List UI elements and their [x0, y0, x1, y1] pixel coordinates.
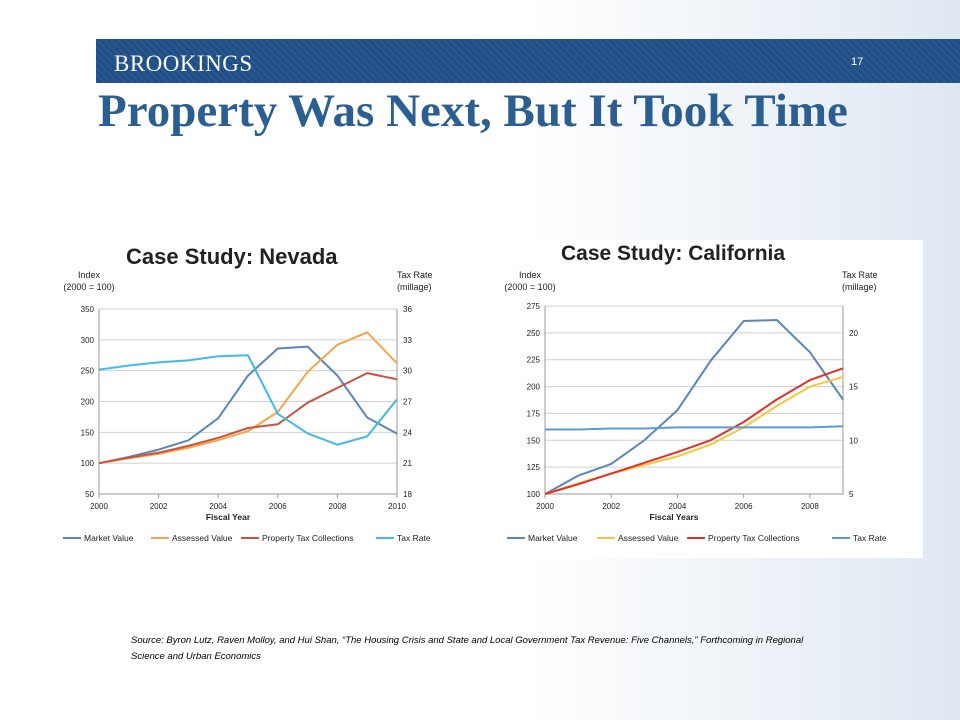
y-axis-label: Index	[78, 270, 101, 280]
x-tick-label: 2000	[90, 502, 108, 511]
y2-tick-label: 24	[403, 428, 412, 437]
x-tick-label: 2006	[269, 502, 287, 511]
x-tick-label: 2006	[735, 502, 753, 511]
chart-title: Case Study: Nevada	[126, 244, 338, 269]
y2-axis-label: (millage)	[842, 282, 877, 292]
legend-entry: Assessed Value	[618, 533, 679, 543]
x-axis-label: Fiscal Years	[650, 512, 699, 522]
y2-axis-label: Tax Rate	[397, 270, 433, 280]
y-tick-label: 225	[527, 356, 541, 365]
x-tick-label: 2002	[150, 502, 168, 511]
y2-tick-label: 10	[849, 436, 858, 445]
series-line-assessed-value	[544, 375, 844, 495]
chart-panel-nevada: Case Study: Nevada Index (2000 = 100) Tax R…	[41, 240, 468, 560]
chart-california: Case Study: California Index (2000 = 100) T…	[504, 242, 887, 543]
y2-tick-label: 30	[403, 367, 412, 376]
y-axis-label: (2000 = 100)	[63, 282, 114, 292]
series-line-tax-rate	[545, 425, 844, 431]
x-tick-label: 2010	[388, 502, 406, 511]
y-tick-label: 275	[527, 302, 541, 311]
series-line-property-tax-collections	[98, 372, 398, 465]
series-line-tax-rate	[98, 354, 398, 446]
x-tick-label: 2004	[209, 502, 227, 511]
y-tick-label: 250	[527, 329, 541, 338]
y2-tick-label: 27	[403, 398, 412, 407]
y2-tick-label: 15	[849, 383, 858, 392]
y2-tick-label: 20	[849, 329, 858, 338]
y2-tick-label: 36	[403, 305, 412, 314]
y2-tick-label: 33	[403, 336, 412, 345]
y-tick-label: 250	[81, 367, 95, 376]
legend-entry: Tax Rate	[853, 533, 887, 543]
legend-entry: Property Tax Collections	[262, 533, 354, 543]
chart-panel-california: Case Study: California Index (2000 = 100) T…	[487, 240, 923, 558]
page-number: 17	[851, 56, 864, 68]
series-line-property-tax-collections	[544, 367, 844, 495]
chart-title: Case Study: California	[561, 242, 785, 265]
chart-nevada: Case Study: Nevada Index (2000 = 100) Tax R…	[63, 244, 433, 543]
y-tick-label: 200	[81, 398, 95, 407]
x-tick-label: 2008	[329, 502, 347, 511]
header-banner: BROOKINGS 17	[96, 39, 960, 83]
y-tick-label: 100	[527, 490, 541, 499]
series-line-market-value	[98, 345, 398, 465]
y-tick-label: 150	[81, 428, 95, 437]
slide-title: Property Was Next, But It Took Time	[98, 85, 848, 137]
y-tick-label: 150	[527, 436, 541, 445]
legend-entry: Tax Rate	[397, 533, 431, 543]
legend-entry: Property Tax Collections	[708, 533, 800, 543]
x-tick-label: 2002	[602, 502, 620, 511]
y-tick-label: 50	[85, 490, 94, 499]
brand-logo: BROOKINGS	[114, 51, 253, 76]
x-tick-label: 2008	[801, 502, 819, 511]
y2-tick-label: 18	[403, 490, 412, 499]
y-tick-label: 200	[527, 383, 541, 392]
y-tick-label: 175	[527, 409, 541, 418]
x-tick-label: 2004	[669, 502, 687, 511]
y-tick-label: 125	[527, 463, 541, 472]
x-axis-label: Fiscal Year	[206, 512, 251, 522]
legend-entry: Market Value	[528, 533, 578, 543]
y2-tick-label: 21	[403, 459, 412, 468]
legend-entry: Market Value	[84, 533, 134, 543]
legend-entry: Assessed Value	[172, 533, 233, 543]
y-axis-label: (2000 = 100)	[504, 282, 555, 292]
series-line-market-value	[544, 319, 844, 495]
y-axis-label: Index	[519, 270, 542, 280]
x-tick-label: 2000	[536, 502, 554, 511]
y-tick-label: 300	[81, 336, 95, 345]
y2-tick-label: 5	[849, 490, 854, 499]
y2-axis-label: Tax Rate	[842, 270, 878, 280]
y-tick-label: 100	[81, 459, 95, 468]
source-note: Source: Byron Lutz, Raven Molloy, and Hu…	[131, 635, 804, 662]
y-tick-label: 350	[81, 305, 95, 314]
y2-axis-label: (millage)	[397, 282, 432, 292]
